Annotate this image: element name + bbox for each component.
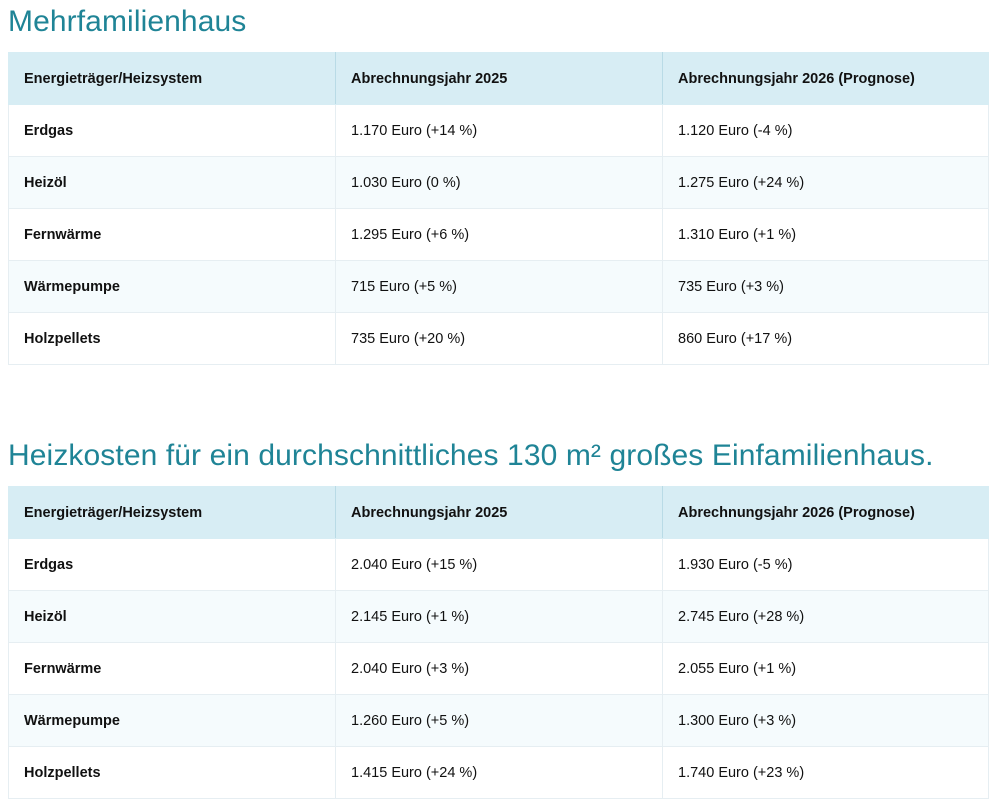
column-header-year-2026: Abrechnungsjahr 2026 (Prognose)	[662, 52, 989, 105]
table-header-row: Energieträger/Heizsystem Abrechnungsjahr…	[8, 52, 989, 105]
table-row: Erdgas 2.040 Euro (+15 %) 1.930 Euro (-5…	[8, 538, 989, 591]
cost-2026-cell: 1.300 Euro (+3 %)	[662, 694, 989, 747]
cost-2025-cell: 1.260 Euro (+5 %)	[335, 694, 663, 747]
section-title: Mehrfamilienhaus	[8, 5, 247, 38]
cost-2025-cell: 2.040 Euro (+3 %)	[335, 642, 663, 695]
energy-source-cell: Fernwärme	[8, 642, 336, 695]
cost-2026-cell: 1.930 Euro (-5 %)	[662, 538, 989, 591]
energy-source-cell: Fernwärme	[8, 208, 336, 261]
energy-source-cell: Heizöl	[8, 156, 336, 209]
energy-source-cell: Erdgas	[8, 538, 336, 591]
cost-2026-cell: 1.120 Euro (-4 %)	[662, 104, 989, 157]
energy-source-cell: Wärmepumpe	[8, 260, 336, 313]
table-row: Fernwärme 1.295 Euro (+6 %) 1.310 Euro (…	[8, 208, 989, 261]
column-header-energy-source: Energieträger/Heizsystem	[8, 52, 336, 105]
cost-2026-cell: 735 Euro (+3 %)	[662, 260, 989, 313]
table-row: Erdgas 1.170 Euro (+14 %) 1.120 Euro (-4…	[8, 104, 989, 157]
column-header-energy-source: Energieträger/Heizsystem	[8, 486, 336, 539]
cost-2025-cell: 2.145 Euro (+1 %)	[335, 590, 663, 643]
table-row: Wärmepumpe 715 Euro (+5 %) 735 Euro (+3 …	[8, 260, 989, 313]
heating-cost-table: Energieträger/Heizsystem Abrechnungsjahr…	[8, 486, 989, 799]
energy-source-cell: Holzpellets	[8, 312, 336, 365]
cost-2025-cell: 735 Euro (+20 %)	[335, 312, 663, 365]
cost-2025-cell: 1.415 Euro (+24 %)	[335, 746, 663, 799]
cost-2026-cell: 1.275 Euro (+24 %)	[662, 156, 989, 209]
cost-2026-cell: 860 Euro (+17 %)	[662, 312, 989, 365]
table-row: Fernwärme 2.040 Euro (+3 %) 2.055 Euro (…	[8, 642, 989, 695]
cost-2026-cell: 2.055 Euro (+1 %)	[662, 642, 989, 695]
cost-2025-cell: 1.295 Euro (+6 %)	[335, 208, 663, 261]
energy-source-cell: Wärmepumpe	[8, 694, 336, 747]
cost-2026-cell: 1.310 Euro (+1 %)	[662, 208, 989, 261]
cost-2025-cell: 715 Euro (+5 %)	[335, 260, 663, 313]
table-row: Heizöl 2.145 Euro (+1 %) 2.745 Euro (+28…	[8, 590, 989, 643]
table-row: Heizöl 1.030 Euro (0 %) 1.275 Euro (+24 …	[8, 156, 989, 209]
table-row: Holzpellets 735 Euro (+20 %) 860 Euro (+…	[8, 312, 989, 365]
heating-cost-table: Energieträger/Heizsystem Abrechnungsjahr…	[8, 52, 989, 365]
cost-2026-cell: 2.745 Euro (+28 %)	[662, 590, 989, 643]
energy-source-cell: Holzpellets	[8, 746, 336, 799]
column-header-year-2025: Abrechnungsjahr 2025	[335, 486, 663, 539]
table-row: Wärmepumpe 1.260 Euro (+5 %) 1.300 Euro …	[8, 694, 989, 747]
energy-source-cell: Heizöl	[8, 590, 336, 643]
section-title: Heizkosten für ein durchschnittliches 13…	[8, 439, 934, 472]
table-row: Holzpellets 1.415 Euro (+24 %) 1.740 Eur…	[8, 746, 989, 799]
cost-2025-cell: 1.170 Euro (+14 %)	[335, 104, 663, 157]
column-header-year-2025: Abrechnungsjahr 2025	[335, 52, 663, 105]
cost-2026-cell: 1.740 Euro (+23 %)	[662, 746, 989, 799]
column-header-year-2026: Abrechnungsjahr 2026 (Prognose)	[662, 486, 989, 539]
cost-2025-cell: 1.030 Euro (0 %)	[335, 156, 663, 209]
section-mehrfamilienhaus: Mehrfamilienhaus Energieträger/Heizsyste…	[8, 0, 989, 365]
energy-source-cell: Erdgas	[8, 104, 336, 157]
section-einfamilienhaus: Heizkosten für ein durchschnittliches 13…	[8, 434, 989, 799]
table-header-row: Energieträger/Heizsystem Abrechnungsjahr…	[8, 486, 989, 539]
cost-2025-cell: 2.040 Euro (+15 %)	[335, 538, 663, 591]
